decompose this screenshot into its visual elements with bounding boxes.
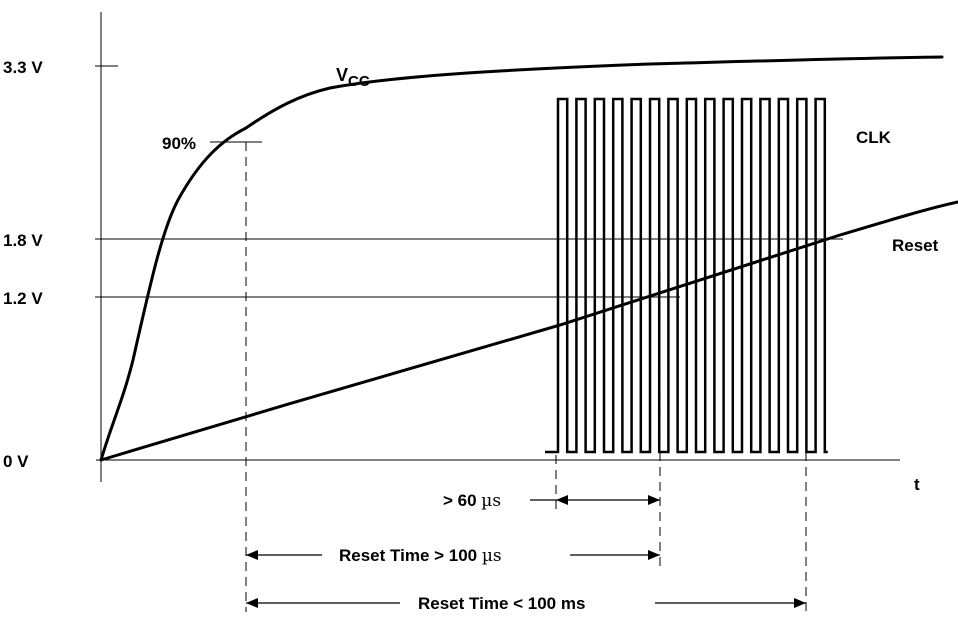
dim-100ms-arrow-right <box>794 598 806 608</box>
dim-100us-label: Reset Time > 100 µs <box>339 546 502 566</box>
label-90-percent: 90% <box>162 134 196 153</box>
dim-60us-unit: µs <box>481 491 501 511</box>
dim-100ms-arrow-left <box>246 598 258 608</box>
vcc-curve <box>99 55 944 462</box>
clk-label: CLK <box>856 128 892 147</box>
dim-100ms-label: Reset Time < 100 ms <box>418 594 585 613</box>
dim-100us-arrow-right <box>648 550 660 560</box>
vcc-label-subscript: CC <box>348 73 370 90</box>
label-1v2: 1.2 V <box>3 289 43 308</box>
clk-waveform <box>545 97 828 454</box>
label-1v8: 1.8 V <box>3 231 43 250</box>
reset-label: Reset <box>892 236 939 255</box>
dim-100us-prefix: Reset Time > 100 <box>339 546 482 565</box>
dim-60us-prefix: > 60 <box>443 491 481 510</box>
dim-60us-arrow-right <box>648 495 660 505</box>
vcc-label: VCC <box>336 65 370 90</box>
dim-60us-label: > 60 µs <box>443 491 501 511</box>
dim-100us-unit: µs <box>482 546 502 566</box>
dim-60us-arrow-left <box>556 495 568 505</box>
reset-curve <box>99 200 958 462</box>
vcc-label-main: V <box>336 65 348 85</box>
dim-100us-arrow-left <box>246 550 258 560</box>
time-axis-label: t <box>914 475 920 494</box>
label-3v3: 3.3 V <box>3 58 43 77</box>
label-0v: 0 V <box>3 452 29 471</box>
